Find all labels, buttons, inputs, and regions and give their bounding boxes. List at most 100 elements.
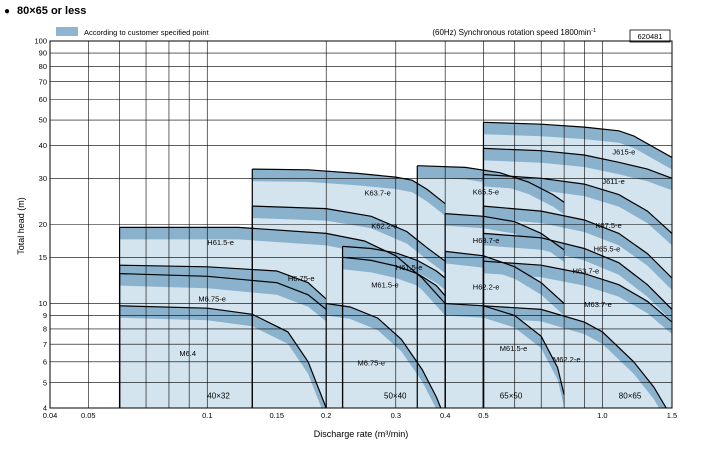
curve-label: M61.5-e [500, 344, 528, 353]
pump-curve [326, 302, 442, 408]
curve-label: M63.7-e [584, 300, 612, 309]
y-tick-label: 10 [39, 299, 47, 308]
pump-curve [119, 264, 327, 300]
title-bullet: ● [4, 6, 10, 17]
pump-curve [445, 213, 565, 251]
curve-label: H61.5-e [207, 238, 234, 247]
pump-curves [118, 121, 672, 408]
pump-size-labels: 40×32 50×40 65×50 80×65 [207, 391, 642, 400]
specified-point-bands [119, 122, 672, 408]
chart-code: 620481 [637, 32, 662, 41]
pump-size-label: 65×50 [500, 391, 523, 400]
x-tick-label: 0.15 [269, 411, 284, 420]
legend-swatch [56, 27, 78, 36]
specified-band [483, 305, 667, 408]
specified-band [483, 206, 672, 291]
grid-lines [49, 40, 673, 409]
curve-label: M6.75-e [358, 359, 386, 368]
specified-band [342, 257, 446, 308]
pump-size-label: 80×65 [619, 391, 642, 400]
x-tick-label: 1.5 [667, 411, 677, 420]
curve-label: H62.2-e [473, 283, 500, 292]
pump-curve [483, 260, 672, 323]
y-tick-label: 60 [39, 95, 47, 104]
pump-curve [445, 302, 565, 395]
curve-label: M61.5-e [371, 281, 399, 290]
specified-band [252, 169, 446, 216]
specified-band [483, 261, 672, 335]
y-tick-label: 90 [39, 49, 47, 58]
y-tick-label: 70 [39, 77, 47, 86]
pump-curve [252, 168, 446, 205]
y-tick-label: 5 [43, 378, 47, 387]
curve-label: K63.7-e [365, 189, 391, 198]
pump-curve [342, 245, 446, 279]
pump-size-label: 40×32 [207, 391, 230, 400]
speed-note-sup: -1 [591, 28, 596, 34]
specified-band [483, 233, 672, 322]
curve-label: H6.75-e [288, 274, 315, 283]
speed-note: (60Hz) Synchronous rotation speed 1800mi… [432, 28, 596, 37]
curve-label: K65.5-e [473, 188, 499, 197]
x-tick-label: 0.5 [478, 411, 488, 420]
curve-label: J611-e [602, 177, 624, 186]
curve-label: H65.5-e [594, 244, 621, 253]
pump-curve [119, 305, 327, 408]
x-tick-label: 0.2 [321, 411, 331, 420]
curve-label: K62.2-e [371, 222, 397, 231]
x-tick-label: 0.3 [391, 411, 401, 420]
pump-curve [445, 250, 565, 304]
code-box [629, 29, 671, 43]
pump-curve [483, 205, 672, 279]
specified-band [417, 165, 565, 215]
y-tick-label: 30 [39, 174, 47, 183]
y-tick-label: 20 [39, 220, 47, 229]
specified-band [326, 303, 441, 408]
specified-band [119, 273, 327, 322]
pump-curve [483, 305, 667, 408]
pump-curve [483, 232, 672, 310]
pump-curve [483, 173, 672, 234]
x-tick-label: 1.0 [597, 411, 607, 420]
specified-band [119, 265, 327, 312]
y-tick-label: 8 [43, 325, 47, 334]
specified-band [445, 213, 565, 262]
curve-label: H63.7-e [473, 236, 500, 245]
curve-label: M62.2-e [553, 355, 581, 364]
curve-label: M6.75-e [198, 294, 226, 303]
specified-band [483, 148, 672, 191]
curve-label: J615-e [612, 147, 635, 156]
specified-band [483, 174, 672, 246]
curve-label: H63.7-e [573, 267, 600, 276]
y-tick-label: 50 [39, 116, 47, 125]
curve-labels: M6.4 M6.75-e H6.75-e H61.5-e M6.75-e M61.5-e H… [179, 147, 635, 367]
pump-curve [417, 165, 565, 203]
pump-curve [119, 273, 327, 310]
pump-size-label: 50×40 [384, 391, 407, 400]
x-tick-label: 0.1 [202, 411, 212, 420]
pump-curve [252, 205, 446, 262]
y-tick-label: 15 [39, 253, 47, 262]
x-axis-label: Discharge rate (m³/min) [314, 429, 409, 439]
speed-note-text: (60Hz) Synchronous rotation speed 1800mi… [432, 28, 591, 37]
y-tick-labels: 4 5 6 7 8 9 10 15 20 30 40 50 60 70 80 90 100 [34, 37, 47, 413]
x-tick-label: 0.04 [43, 411, 58, 420]
specified-band [483, 122, 672, 170]
specified-band [119, 305, 327, 408]
y-axis-label: Total head (m) [16, 197, 26, 255]
pump-curve [483, 121, 672, 159]
y-tick-label: 6 [43, 358, 47, 367]
y-tick-label: 4 [43, 404, 47, 413]
specified-band [252, 206, 446, 274]
y-tick-label: 9 [43, 311, 47, 320]
chart-title: 80×65 or less [17, 5, 86, 17]
y-tick-label: 7 [43, 340, 47, 349]
y-tick-label: 80 [39, 62, 47, 71]
x-tick-label: 0.05 [81, 411, 96, 420]
specified-band [445, 303, 565, 407]
curve-label: M6.4 [179, 349, 196, 358]
pump-curve [119, 226, 446, 304]
y-tick-label: 100 [34, 37, 47, 46]
y-tick-label: 40 [39, 141, 47, 150]
